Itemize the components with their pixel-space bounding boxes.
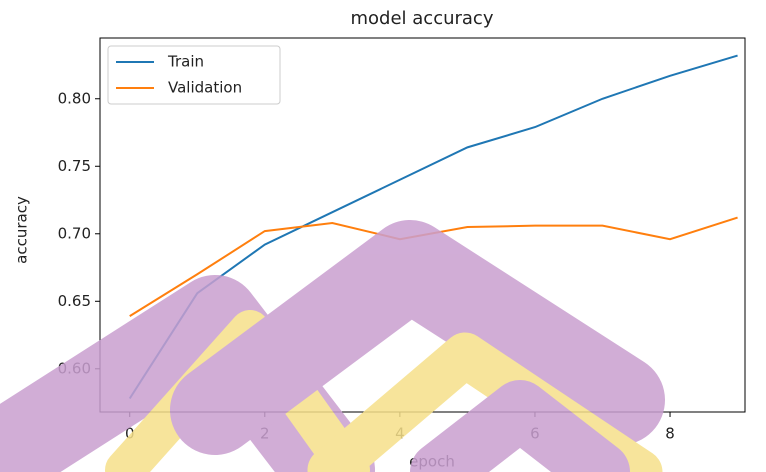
y-tick-label: 0.75 [58, 157, 91, 175]
overlay [0, 265, 640, 472]
y-axis-label: accuracy [13, 196, 31, 264]
y-tick-label: 0.80 [58, 89, 91, 107]
legend-label: Validation [168, 79, 242, 97]
legend-label: Train [167, 53, 204, 71]
y-tick-label: 0.70 [58, 224, 91, 242]
y-tick-label: 0.65 [58, 292, 91, 310]
chart-title: model accuracy [351, 8, 494, 29]
x-tick-label: 8 [665, 425, 675, 443]
chart: model accuracy epoch accuracy 0.600.650.… [0, 0, 766, 472]
overlay-shape [440, 410, 600, 472]
